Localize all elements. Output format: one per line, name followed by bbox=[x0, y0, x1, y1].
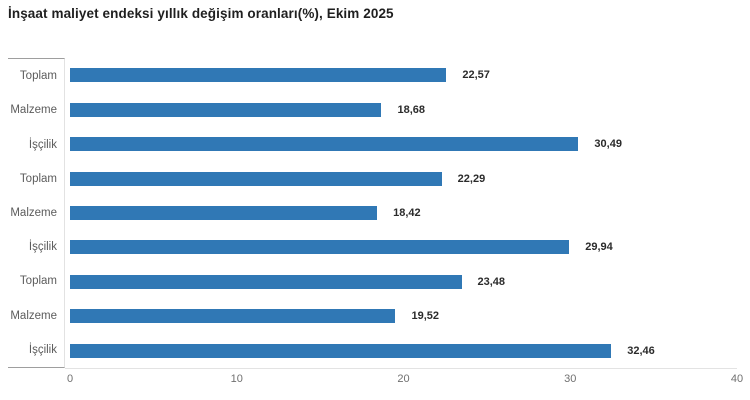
bar bbox=[70, 343, 612, 358]
category-label: Toplam bbox=[19, 70, 57, 83]
bar-row: 29,94 bbox=[70, 230, 737, 264]
x-tick-label: 10 bbox=[230, 373, 243, 385]
category-label: Toplam bbox=[19, 275, 57, 288]
bar-row: 18,42 bbox=[70, 196, 737, 230]
category-label: İşçilik bbox=[28, 343, 57, 356]
x-tick-label: 0 bbox=[66, 373, 74, 385]
x-tick-label: 40 bbox=[730, 373, 744, 385]
bar-row: 22,29 bbox=[70, 161, 737, 195]
bar bbox=[70, 171, 442, 186]
plot-area: 22,57 18,68 30,49 22,29 18,42 29,94 23,48 19,52… bbox=[70, 58, 737, 368]
bar bbox=[70, 102, 382, 117]
x-axis-line bbox=[65, 368, 737, 369]
x-tick-label: 20 bbox=[397, 373, 410, 385]
chart-title: İnşaat maliyet endeksi yıllık değişim or… bbox=[8, 6, 394, 21]
category-label: Malzeme bbox=[10, 104, 57, 117]
bar bbox=[70, 68, 447, 83]
bar bbox=[70, 240, 570, 255]
category-label: İşçilik bbox=[28, 241, 57, 254]
bar-row: 23,48 bbox=[70, 265, 737, 299]
value-label: 18,42 bbox=[393, 206, 421, 219]
y-axis-category-labels: Toplam Malzeme İşçilik Toplam Malzeme İşçilik… bbox=[8, 58, 65, 368]
bar bbox=[70, 274, 462, 289]
value-label: 30,49 bbox=[594, 138, 622, 151]
value-label: 22,29 bbox=[457, 172, 486, 185]
bar bbox=[70, 309, 396, 324]
value-label: 29,94 bbox=[585, 241, 613, 254]
bar-row: 18,68 bbox=[70, 92, 737, 126]
category-label: İşçilik bbox=[28, 138, 57, 151]
value-label: 22,57 bbox=[462, 69, 490, 82]
category-label: Malzeme bbox=[10, 309, 57, 322]
bar-row: 19,52 bbox=[70, 299, 737, 333]
category-label: Malzeme bbox=[10, 206, 57, 219]
bar-row: 30,49 bbox=[70, 127, 737, 161]
value-label: 19,52 bbox=[411, 310, 440, 323]
bar-row: 32,46 bbox=[70, 334, 737, 368]
value-label: 32,46 bbox=[627, 344, 655, 357]
category-label: Toplam bbox=[19, 172, 57, 185]
bar-row: 22,57 bbox=[70, 58, 737, 92]
bar bbox=[70, 205, 378, 220]
value-label: 23,48 bbox=[477, 275, 506, 288]
x-axis-tick-labels: 0 10 20 30 40 bbox=[66, 373, 743, 389]
value-label: 18,68 bbox=[397, 103, 426, 116]
bar bbox=[70, 137, 579, 152]
x-tick-label: 30 bbox=[564, 373, 577, 385]
